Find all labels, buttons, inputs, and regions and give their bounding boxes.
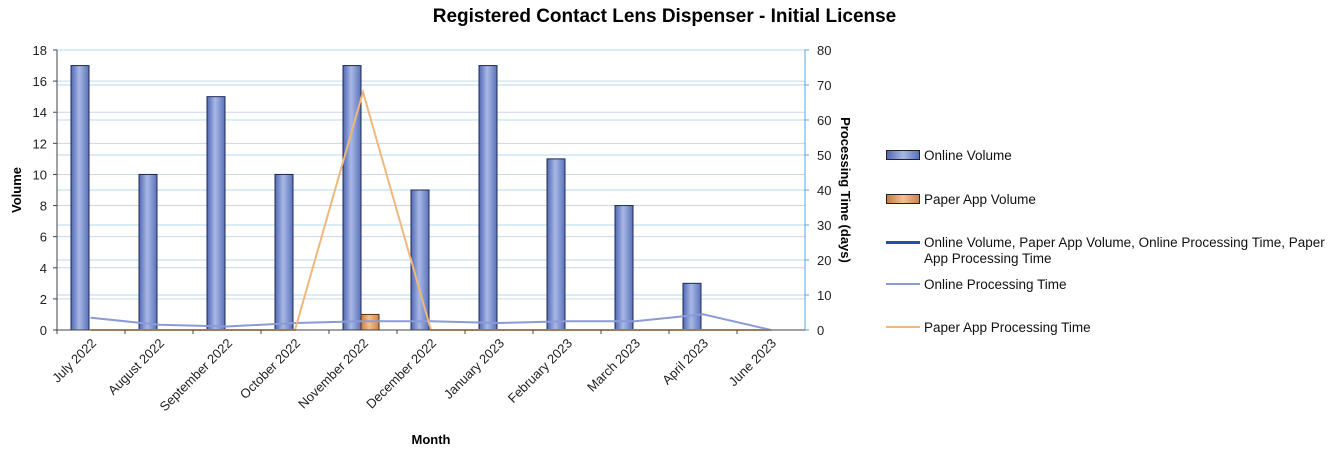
line-paper-app-processing-time [91,88,771,331]
legend-label: Paper App Volume [924,192,1036,207]
line-point [430,320,432,323]
bar-online-volume [70,65,90,331]
y-tick-label: 12 [33,136,47,151]
y-tick-label: 4 [40,261,47,276]
y-tick-label: 8 [40,199,47,214]
x-tick-label: December 2022 [363,336,439,412]
y2-tick-label: 80 [817,43,831,58]
bar-online-volume [614,205,634,331]
line-point [566,320,568,323]
y2-tick-label: 0 [817,323,824,338]
bar-online-volume [546,158,566,331]
line-point [498,322,500,324]
legend-bar-swatch [886,192,920,206]
legend-item: Online Volume, Paper App Volume, Online … [886,235,1326,267]
x-tick-label: January 2023 [441,336,507,402]
bar-online-volume [274,173,294,331]
y2-tick-label: 60 [817,113,831,128]
bar-online-volume [682,282,702,331]
y2-tick-label: 40 [817,183,831,198]
bar-online-volume [478,65,498,331]
x-tick-label: November 2022 [295,336,371,412]
x-tick-label: October 2022 [237,336,303,402]
x-tick-label: April 2023 [659,336,711,388]
line-point [702,313,704,316]
y2-tick-label: 30 [817,218,831,233]
legend-item: Online Processing Time [886,277,1067,293]
legend-item: Paper App Volume [886,192,1036,208]
y2-axis-title: Processing Time (days) [838,117,853,263]
bar-online-volume [138,173,158,331]
legend-line-swatch [886,320,920,334]
y2-tick-label: 10 [817,288,831,303]
y-tick-label: 10 [33,167,47,182]
chart-title: Registered Contact Lens Dispenser - Init… [432,6,897,27]
x-tick-label: February 2023 [505,336,575,406]
y-tick-label: 16 [33,74,47,89]
bar-online-volume [410,189,430,331]
legend-label: Online Processing Time [924,277,1067,292]
bar-online-volume [206,96,226,331]
legend-line-swatch [886,277,920,291]
line-point [362,91,364,93]
bars [70,65,702,331]
y2-tick-label: 70 [817,78,831,93]
y2-tick-label: 50 [817,148,831,163]
y-tick-label: 0 [40,323,47,338]
line-point [226,325,228,328]
legend-bar-swatch [886,148,920,162]
line-point [362,320,364,323]
line-point [634,320,636,323]
y-axis-title: Volume [9,167,24,213]
legend-label: Paper App Processing Time [924,320,1091,335]
x-tick-label: August 2022 [105,336,167,398]
x-tick-label: July 2022 [49,336,99,386]
legend-label: Online Volume, Paper App Volume, Online … [924,235,1325,266]
legend-item: Paper App Processing Time [886,320,1091,336]
y-tick-label: 2 [40,292,47,307]
y-tick-label: 6 [40,230,47,245]
line-point [294,322,296,324]
x-tick-label: March 2023 [584,336,643,395]
legend-line-swatch [886,235,920,249]
y2-tick-label: 20 [817,253,831,268]
line-point [90,316,92,319]
y-tick-label: 14 [33,105,47,120]
legend-label: Online Volume [924,148,1012,163]
y-tick-label: 18 [33,43,47,58]
x-tick-label: September 2022 [157,336,236,415]
gridlines [57,49,805,300]
line-point [158,323,160,326]
x-axis-title: Month [412,432,451,447]
legend-item: Online Volume [886,148,1012,164]
x-tick-label: June 2023 [726,336,780,390]
